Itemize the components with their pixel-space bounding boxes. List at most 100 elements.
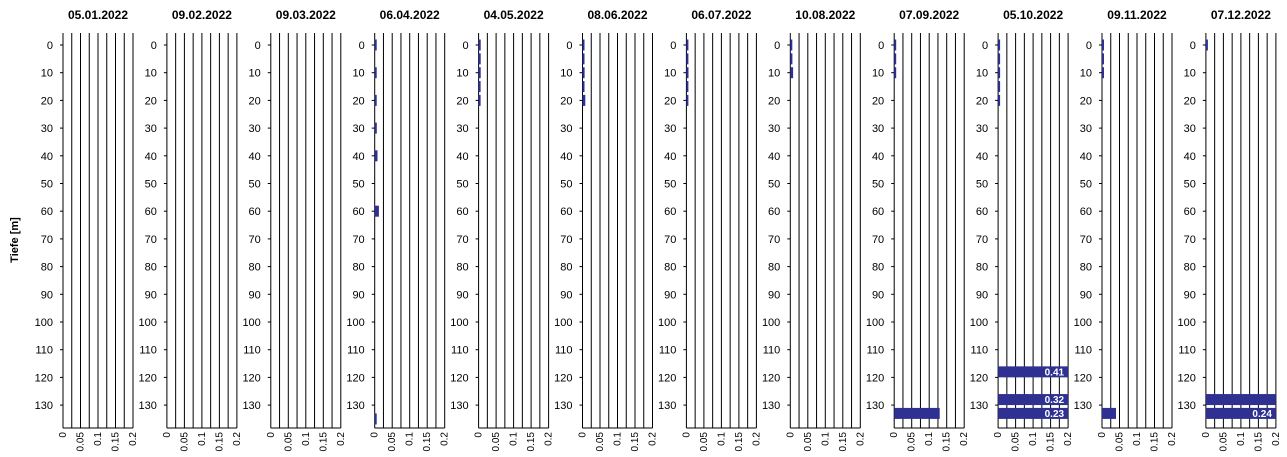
y-tick-label: 60 — [352, 206, 364, 218]
y-tick-label: 50 — [664, 179, 676, 191]
x-tick-label: 0 — [58, 432, 69, 438]
y-tick-label: 110 — [763, 345, 781, 357]
x-tick-label: 0.15 — [526, 432, 537, 452]
y-tick-label: 60 — [768, 206, 780, 218]
x-tick-label: 0.15 — [214, 432, 225, 452]
y-tick-label: 130 — [762, 400, 780, 412]
bar — [478, 53, 481, 65]
x-tick-label: 0.05 — [1115, 432, 1126, 452]
y-tick-label: 70 — [249, 234, 261, 246]
y-tick-label: 70 — [560, 234, 572, 246]
y-tick-label: 130 — [866, 400, 884, 412]
bar — [1102, 407, 1116, 419]
bar — [998, 394, 1069, 406]
bar-label: 0.32 — [1045, 395, 1065, 406]
bar — [374, 122, 377, 134]
x-tick-label: 0.15 — [318, 432, 329, 452]
panel-6: 08.06.2022 0 10 20 30 40 50 60 70 80 90 100 110 120 13… — [554, 8, 658, 451]
y-tick-label: 60 — [456, 206, 468, 218]
bar-label: 0.24 — [1252, 409, 1272, 420]
y-tick-label: 110 — [347, 345, 365, 357]
x-tick-label: 0.15 — [1253, 432, 1264, 452]
panel-title: 09.03.2022 — [276, 8, 336, 22]
y-tick-label: 120 — [35, 372, 53, 384]
y-tick-label: 80 — [1184, 262, 1196, 274]
x-tick-label: 0 — [474, 432, 485, 438]
panel-title: 05.10.2022 — [1003, 8, 1063, 22]
y-tick-label: 0 — [878, 40, 884, 52]
y-tick-label: 0 — [255, 40, 261, 52]
y-tick-label: 80 — [249, 262, 261, 274]
y-tick-label: 90 — [768, 289, 780, 301]
y-tick-label: 90 — [976, 289, 988, 301]
bar — [686, 67, 689, 79]
y-tick-label: 20 — [456, 95, 468, 107]
x-tick-label: 0.2 — [232, 432, 243, 446]
x-tick-label: 0.15 — [838, 432, 849, 452]
y-tick-label: 90 — [456, 289, 468, 301]
x-tick-label: 0.15 — [1046, 432, 1057, 452]
bar — [374, 67, 377, 79]
bar — [582, 53, 585, 65]
y-tick-label: 80 — [664, 262, 676, 274]
y-tick-label: 20 — [560, 95, 572, 107]
y-tick-label: 100 — [762, 317, 780, 329]
y-tick-label: 60 — [872, 206, 884, 218]
panel-title: 10.08.2022 — [795, 8, 855, 22]
y-tick-label: 30 — [664, 123, 676, 135]
y-tick-label: 10 — [1080, 68, 1092, 80]
x-tick-label: 0.05 — [179, 432, 190, 452]
y-tick-label: 30 — [456, 123, 468, 135]
x-tick-label: 0.05 — [595, 432, 606, 452]
bar — [582, 67, 585, 79]
y-tick-label: 40 — [145, 151, 157, 163]
x-tick-label: 0 — [785, 432, 796, 438]
bar — [894, 67, 897, 79]
y-tick-label: 100 — [346, 317, 364, 329]
y-tick-label: 80 — [768, 262, 780, 274]
bar — [790, 53, 793, 65]
y-tick-label: 40 — [41, 151, 53, 163]
y-tick-label: 10 — [145, 68, 157, 80]
bar — [478, 67, 481, 79]
bar — [374, 205, 379, 217]
y-tick-label: 10 — [352, 68, 364, 80]
y-tick-label: 0 — [670, 40, 676, 52]
x-tick-label: 0.1 — [1236, 432, 1247, 446]
bar — [478, 39, 481, 51]
y-tick-label: 20 — [249, 95, 261, 107]
y-tick-label: 70 — [664, 234, 676, 246]
y-tick-label: 20 — [872, 95, 884, 107]
bar — [374, 94, 377, 106]
y-tick-label: 80 — [976, 262, 988, 274]
y-tick-label: 130 — [658, 400, 676, 412]
y-tick-label: 110 — [243, 345, 261, 357]
x-tick-label: 0.2 — [855, 432, 866, 446]
bar — [1102, 53, 1104, 65]
x-tick-label: 0.05 — [491, 432, 502, 452]
y-tick-label: 20 — [41, 95, 53, 107]
bar — [582, 81, 585, 93]
panel-8: 10.08.2022 0 10 20 30 40 50 60 70 80 90 100 110 120 13… — [762, 8, 866, 451]
bar — [1205, 39, 1208, 51]
y-tick-label: 130 — [1074, 400, 1092, 412]
y-tick-label: 20 — [1184, 95, 1196, 107]
y-tick-label: 120 — [242, 372, 260, 384]
bar — [998, 366, 1069, 378]
y-tick-label: 30 — [872, 123, 884, 135]
y-tick-label: 50 — [872, 179, 884, 191]
bar — [998, 81, 1001, 93]
panel-title: 05.01.2022 — [68, 8, 128, 22]
x-tick-label: 0 — [889, 432, 900, 438]
y-tick-label: 50 — [145, 179, 157, 191]
y-tick-label: 80 — [456, 262, 468, 274]
y-tick-label: 0 — [774, 40, 780, 52]
y-tick-label: 30 — [41, 123, 53, 135]
y-tick-label: 90 — [1080, 289, 1092, 301]
panel-title: 04.05.2022 — [484, 8, 544, 22]
y-tick-label: 80 — [1080, 262, 1092, 274]
y-tick-label: 130 — [139, 400, 157, 412]
y-tick-label: 50 — [456, 179, 468, 191]
y-tick-label: 100 — [450, 317, 468, 329]
